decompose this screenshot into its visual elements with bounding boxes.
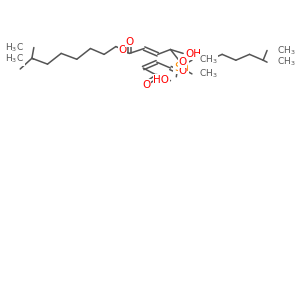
Text: O: O — [178, 57, 186, 67]
Text: O: O — [178, 66, 186, 76]
Text: OH: OH — [185, 50, 201, 59]
Text: HO: HO — [154, 75, 169, 85]
Text: O: O — [142, 80, 150, 90]
Text: $\mathregular{H_3C}$: $\mathregular{H_3C}$ — [5, 53, 24, 65]
Text: $\mathregular{CH_3}$: $\mathregular{CH_3}$ — [199, 54, 218, 67]
Text: $\mathregular{CH_3}$: $\mathregular{CH_3}$ — [277, 56, 296, 68]
Text: O: O — [125, 37, 134, 47]
Text: Sn: Sn — [174, 61, 189, 74]
Text: $\mathregular{H_3C}$: $\mathregular{H_3C}$ — [5, 41, 24, 54]
Text: O: O — [118, 45, 127, 55]
Text: $\mathregular{CH_3}$: $\mathregular{CH_3}$ — [199, 68, 218, 80]
Text: $\mathregular{CH_3}$: $\mathregular{CH_3}$ — [277, 44, 296, 57]
